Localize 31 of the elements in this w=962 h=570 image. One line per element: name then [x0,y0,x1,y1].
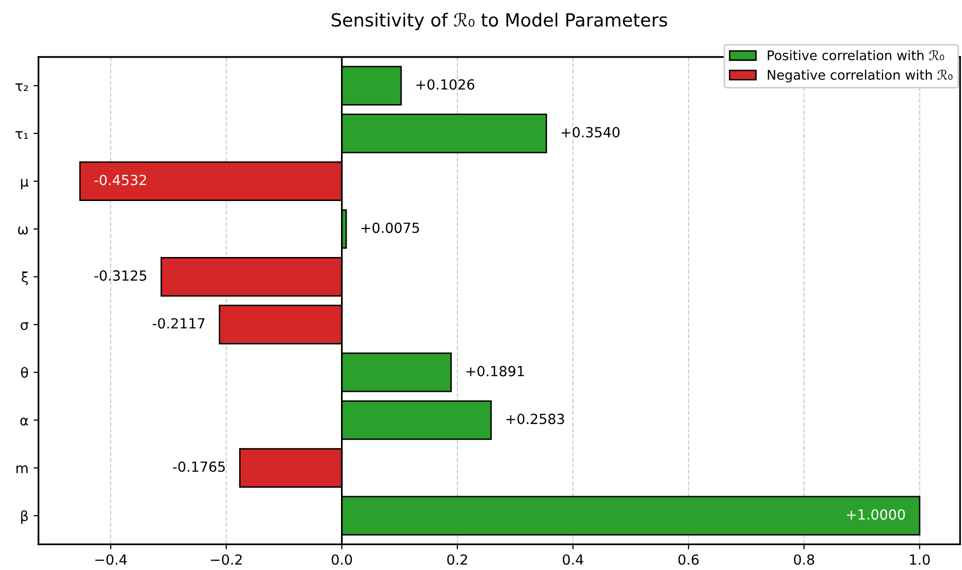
y-tick-label: τ₂ [16,83,28,91]
y-tick-label: σ [20,322,28,330]
data-label: +0.2583 [506,414,564,424]
data-label: +0.3540 [562,126,620,138]
x-tick-label: −0.4 [95,554,127,565]
x-tick-label: 0.8 [794,554,814,565]
data-label: -0.4532 [94,174,146,186]
x-tick-label: −0.2 [210,554,242,565]
y-tick-label: μ [21,178,28,190]
data-label: -0.3125 [94,270,146,281]
y-tick-label: τ₁ [16,131,28,139]
x-tick-label: 0.4 [562,554,584,565]
legend-label: Positive correlation with ℛ₀ [768,50,944,60]
y-tick-label: θ [21,366,28,378]
data-label: +0.0075 [361,222,420,234]
data-label: +0.1891 [466,366,524,376]
legend-label: Negative correlation with ℛ₀ [768,69,952,82]
data-label: -0.2117 [152,318,204,329]
data-label: -0.1765 [173,461,225,472]
y-tick-label: α [20,418,28,426]
x-tick-label: 1.0 [910,554,930,565]
y-tick-label: ω [18,226,28,234]
x-tick-label: 0.0 [332,554,352,565]
data-label: +0.1026 [416,79,474,90]
chart-title: Sensitivity of ℛ₀ to Model Parameters [332,12,668,30]
y-tick-label: m [16,465,28,474]
y-tick-label: ξ [22,272,28,285]
x-tick-label: 0.2 [447,554,468,565]
x-tick-label: 0.6 [678,554,699,565]
y-tick-label: β [21,510,28,524]
data-label: +1.0000 [847,509,905,520]
